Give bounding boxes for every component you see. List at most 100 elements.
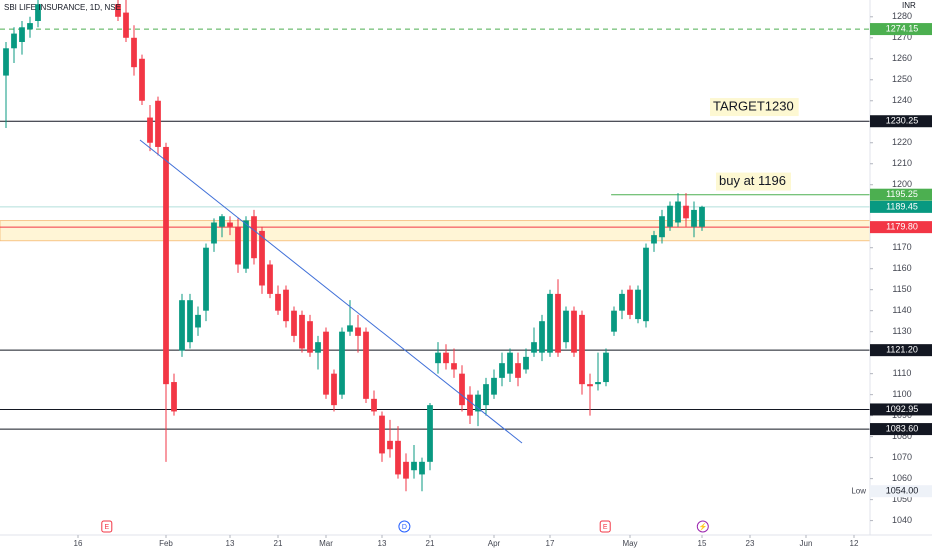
trend-line bbox=[139, 139, 523, 444]
level-badge bbox=[870, 423, 932, 436]
candle-body bbox=[291, 310, 297, 336]
candle-body bbox=[403, 461, 409, 479]
candle-body bbox=[419, 461, 425, 475]
candle-body bbox=[611, 310, 617, 332]
candle-body bbox=[3, 48, 9, 76]
candle-body bbox=[555, 293, 561, 353]
candle-body bbox=[635, 289, 641, 320]
level-badge bbox=[870, 200, 932, 213]
candle-body bbox=[267, 264, 273, 294]
candle-body bbox=[659, 216, 665, 238]
candle-body bbox=[387, 440, 393, 450]
low-badge bbox=[870, 485, 932, 498]
x-tick-label: 16 bbox=[74, 539, 83, 548]
event-icon bbox=[599, 520, 611, 533]
candle-body bbox=[515, 363, 521, 378]
annotation-box bbox=[716, 172, 791, 191]
candle-body bbox=[579, 314, 585, 385]
y-tick-label: 1100 bbox=[892, 389, 911, 399]
event-label: ⚡ bbox=[698, 522, 707, 531]
level-label: 1092.95 bbox=[886, 404, 919, 414]
candle-body bbox=[19, 27, 25, 42]
level-label: 1274.15 bbox=[886, 23, 919, 33]
annotation-box bbox=[710, 98, 799, 117]
annotation-text: TARGET1230 bbox=[713, 98, 794, 113]
event-label: E bbox=[104, 524, 109, 531]
candle-body bbox=[123, 12, 129, 38]
x-tick-label: Jun bbox=[800, 539, 813, 548]
candle-body bbox=[243, 220, 249, 269]
y-tick-label: 1080 bbox=[892, 431, 912, 441]
candle-body bbox=[171, 382, 177, 412]
candle-body bbox=[643, 247, 649, 322]
level-label: 1121.20 bbox=[886, 345, 918, 355]
y-tick-label: 1170 bbox=[892, 242, 911, 252]
candle-body bbox=[355, 327, 361, 336]
y-tick-label: 1140 bbox=[892, 305, 911, 315]
x-tick-label: 15 bbox=[698, 539, 707, 548]
level-label: 1083.60 bbox=[886, 423, 919, 433]
candle-body bbox=[283, 289, 289, 322]
candle-body bbox=[115, 4, 121, 17]
level-badge bbox=[870, 221, 932, 234]
candle-body bbox=[187, 300, 193, 343]
candle-body bbox=[315, 342, 321, 353]
event-label: D bbox=[402, 524, 407, 531]
level-label: 1189.45 bbox=[886, 201, 918, 211]
level-label: 1195.25 bbox=[886, 189, 918, 199]
candle-body bbox=[251, 216, 257, 259]
candle-body bbox=[323, 331, 329, 395]
x-tick-label: Apr bbox=[488, 539, 501, 548]
candle-body bbox=[347, 325, 353, 332]
level-badge bbox=[870, 23, 932, 36]
annotation-text: buy at 1196 bbox=[719, 173, 786, 188]
candle-body bbox=[219, 216, 225, 227]
candle-body bbox=[211, 222, 217, 244]
x-tick-label: 23 bbox=[746, 539, 755, 548]
candle-body bbox=[203, 247, 209, 311]
x-tick-label: 17 bbox=[546, 539, 555, 548]
candle-body bbox=[691, 209, 697, 227]
candle-body bbox=[339, 331, 345, 395]
level-label: 1179.80 bbox=[886, 222, 918, 232]
x-tick-label: May bbox=[622, 539, 637, 548]
candle-body bbox=[259, 230, 265, 286]
candle-body bbox=[451, 363, 457, 370]
candle-body bbox=[651, 235, 657, 244]
y-tick-label: 1280 bbox=[892, 11, 912, 21]
candle-body bbox=[155, 100, 161, 147]
candle-body bbox=[499, 363, 505, 378]
candle-body bbox=[299, 314, 305, 349]
candle-body bbox=[491, 377, 497, 395]
x-tick-label: 21 bbox=[426, 539, 435, 548]
candle-body bbox=[467, 394, 473, 416]
level-badge bbox=[870, 115, 932, 128]
candle-body bbox=[595, 382, 601, 385]
y-tick-label: 1070 bbox=[892, 452, 912, 462]
event-icon bbox=[101, 520, 113, 533]
y-tick-label: 1270 bbox=[892, 32, 912, 42]
candle-body bbox=[371, 398, 377, 412]
y-tick-label: 1260 bbox=[892, 53, 912, 63]
x-tick-label: 12 bbox=[850, 539, 859, 548]
y-tick-label: 1220 bbox=[892, 137, 912, 147]
candle-body bbox=[227, 222, 233, 227]
candle-body bbox=[483, 384, 489, 406]
candle-body bbox=[435, 352, 441, 364]
plot-area bbox=[0, 0, 871, 492]
event-icon bbox=[696, 520, 709, 533]
candle-body bbox=[331, 373, 337, 406]
candle-body bbox=[443, 352, 449, 364]
candle-body bbox=[139, 58, 145, 101]
candle-body bbox=[379, 415, 385, 454]
currency: INR bbox=[902, 1, 916, 10]
y-tick-label: 1130 bbox=[892, 326, 911, 336]
candle-body bbox=[523, 356, 529, 370]
candle-body bbox=[363, 331, 369, 399]
candle-body bbox=[667, 205, 673, 227]
level-badge bbox=[870, 403, 932, 416]
candle-body bbox=[235, 226, 241, 265]
candle-body bbox=[131, 37, 137, 68]
level-badge bbox=[870, 344, 932, 357]
